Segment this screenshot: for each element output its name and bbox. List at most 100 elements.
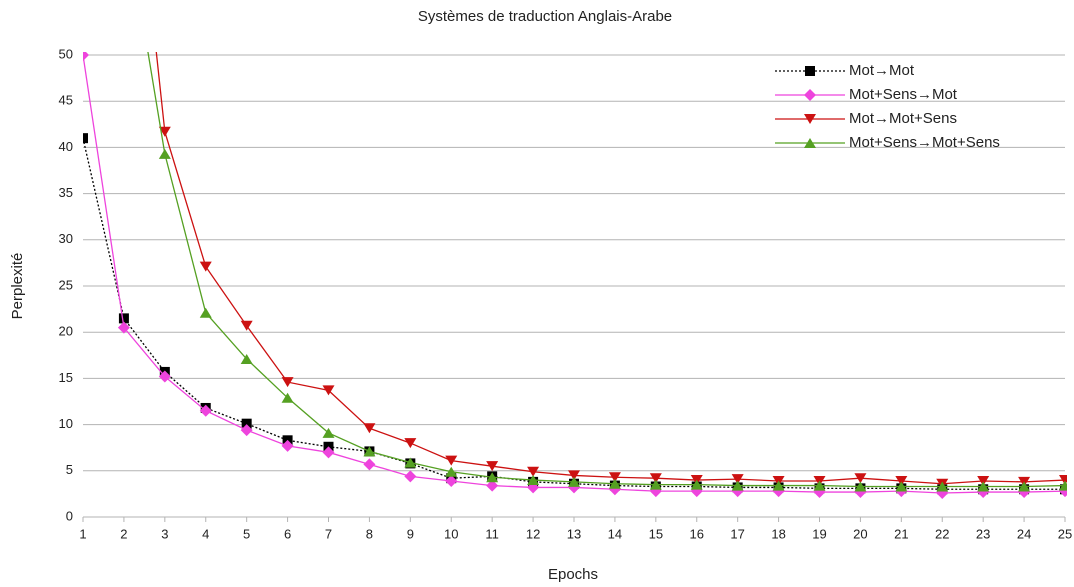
x-tick-label: 5 <box>243 526 250 541</box>
marker <box>83 133 88 144</box>
marker <box>977 481 990 492</box>
y-tick-label: 30 <box>59 231 73 246</box>
marker <box>363 458 376 471</box>
y-tick-label: 0 <box>66 508 73 523</box>
x-tick-label: 21 <box>894 526 908 541</box>
marker <box>731 474 744 485</box>
series-line <box>155 52 1066 485</box>
chart-title: Systèmes de traduction Anglais-Arabe <box>418 8 672 25</box>
marker <box>608 472 621 483</box>
series-line <box>147 52 1066 488</box>
marker <box>117 321 130 334</box>
y-tick-label: 20 <box>59 324 73 339</box>
x-tick-label: 20 <box>853 526 867 541</box>
marker <box>158 370 171 383</box>
marker <box>199 307 212 318</box>
legend-label: Mot→Mot+Sens <box>849 110 957 127</box>
marker <box>608 478 621 489</box>
legend-label: Mot→Mot <box>849 62 915 79</box>
marker <box>240 353 253 364</box>
marker <box>118 313 129 324</box>
marker <box>854 473 867 484</box>
marker <box>281 439 294 452</box>
marker <box>977 475 990 486</box>
marker <box>445 466 458 477</box>
marker <box>158 126 171 137</box>
plot-area <box>83 52 1067 499</box>
x-tick-label: 1 <box>79 526 86 541</box>
y-tick-label: 50 <box>59 46 73 61</box>
marker <box>772 480 785 491</box>
marker <box>936 481 949 492</box>
marker <box>240 424 253 437</box>
y-axis-label: Perplexité <box>9 253 26 320</box>
marker <box>568 476 580 487</box>
y-tick-label: 5 <box>66 462 73 477</box>
marker <box>363 423 376 434</box>
legend-marker <box>804 138 816 148</box>
marker <box>813 480 826 491</box>
x-tick-label: 6 <box>284 526 291 541</box>
y-tick-label: 15 <box>59 370 73 385</box>
marker <box>404 470 417 483</box>
marker <box>527 475 540 486</box>
x-tick-label: 22 <box>935 526 949 541</box>
marker <box>649 479 662 490</box>
marker <box>240 320 253 331</box>
legend-label: Mot+Sens→Mot <box>849 86 958 103</box>
marker <box>1018 481 1031 492</box>
legend-label: Mot+Sens→Mot+Sens <box>849 134 1000 151</box>
x-tick-label: 14 <box>608 526 622 541</box>
marker <box>199 404 212 417</box>
x-tick-label: 2 <box>120 526 127 541</box>
x-tick-label: 13 <box>567 526 581 541</box>
x-tick-label: 11 <box>485 526 499 541</box>
x-axis-label: Epochs <box>548 566 598 583</box>
marker <box>404 457 417 468</box>
y-tick-label: 45 <box>59 93 73 108</box>
marker <box>322 385 335 396</box>
marker <box>690 479 703 490</box>
legend: Mot→Mot Mot+Sens→Mot Mot→Mot+Sens Mot+Sens→… <box>775 62 1000 151</box>
y-tick-label: 35 <box>59 185 73 200</box>
x-tick-label: 8 <box>366 526 373 541</box>
marker <box>322 446 335 459</box>
marker <box>1059 480 1067 491</box>
x-tick-label: 23 <box>976 526 990 541</box>
marker <box>281 392 294 403</box>
x-tick-label: 10 <box>444 526 458 541</box>
marker <box>731 480 744 491</box>
x-tick-label: 16 <box>690 526 704 541</box>
marker <box>486 479 499 492</box>
x-tick-label: 25 <box>1058 526 1072 541</box>
x-tick-label: 18 <box>771 526 785 541</box>
legend-marker <box>805 66 815 76</box>
marker <box>404 438 417 449</box>
x-tick-label: 3 <box>161 526 168 541</box>
marker <box>281 377 294 388</box>
marker <box>363 446 376 457</box>
x-tick-label: 4 <box>202 526 209 541</box>
marker <box>199 261 212 272</box>
marker <box>445 474 458 487</box>
x-tick-label: 9 <box>407 526 414 541</box>
x-tick-label: 19 <box>812 526 826 541</box>
legend-marker <box>804 89 816 101</box>
marker <box>895 481 908 492</box>
marker <box>649 473 662 484</box>
x-tick-label: 24 <box>1017 526 1031 541</box>
legend-marker <box>804 114 816 124</box>
marker <box>568 470 580 481</box>
series-line <box>83 138 1065 490</box>
marker <box>486 461 499 472</box>
y-tick-label: 10 <box>59 416 73 431</box>
marker <box>486 472 499 483</box>
marker <box>241 418 252 429</box>
x-tick-label: 12 <box>526 526 540 541</box>
marker <box>854 481 867 492</box>
y-tick-label: 25 <box>59 277 73 292</box>
marker <box>158 148 171 159</box>
